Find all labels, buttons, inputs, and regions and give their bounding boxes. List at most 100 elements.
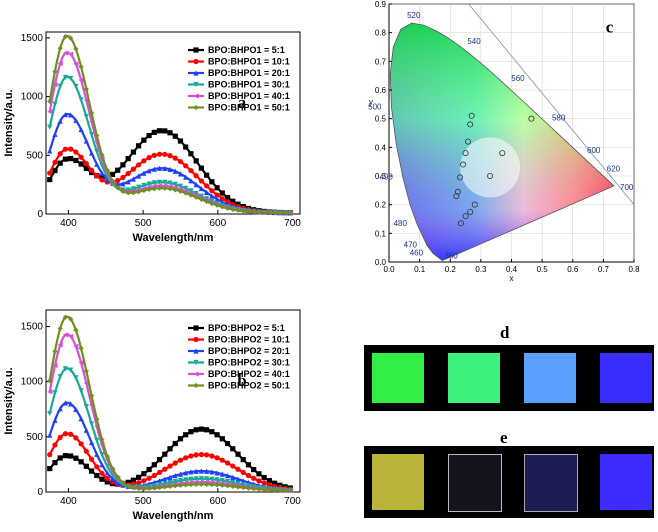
cie-point (528, 115, 535, 122)
series-point (68, 112, 74, 118)
series-point (73, 83, 79, 90)
series-point (198, 185, 204, 192)
series-point (183, 185, 189, 191)
series-point (261, 486, 267, 493)
series-point (78, 459, 84, 465)
series-point (125, 190, 131, 196)
cie-point (487, 172, 494, 179)
series-point (88, 132, 95, 138)
series-point (104, 475, 110, 481)
series-point (109, 178, 116, 184)
chart-b: 400 500 600 700 0 500 1000 1500 Wavelength/nm Int… (3, 309, 301, 522)
series-point (172, 181, 178, 187)
series-point (177, 457, 184, 463)
series-point (198, 178, 204, 184)
series-point (57, 406, 63, 412)
sample-swatch (372, 454, 424, 510)
series-point (251, 209, 257, 215)
sample-swatch (600, 353, 652, 403)
cie-point (471, 201, 478, 208)
series-point (94, 464, 100, 470)
series-point (115, 177, 121, 184)
series-point (47, 378, 53, 384)
series-point (73, 61, 79, 67)
x-tick-label: 0.3 (475, 265, 487, 274)
legend-entry: BPO:BHPO2 = 5:1 (208, 323, 285, 333)
y-tick-label: 0.3 (375, 172, 387, 181)
y-tick-label: 0.2 (375, 201, 387, 210)
legend-entry: BPO:BHPO2 = 20:1 (208, 346, 290, 356)
series-point (47, 465, 53, 472)
series-point (78, 126, 84, 133)
series-point (68, 431, 74, 437)
series-point (115, 185, 121, 191)
spectral-locus (389, 22, 615, 262)
series-point (94, 173, 100, 179)
x-tick-label: 600 (209, 218, 226, 229)
series-point (146, 132, 152, 139)
series-point (177, 188, 184, 194)
series-point (256, 471, 262, 477)
series-point (172, 478, 178, 485)
series-point (251, 466, 257, 473)
series-point (188, 188, 194, 194)
x-tick-label: 700 (284, 496, 301, 507)
series-point (99, 170, 105, 176)
series-point (78, 64, 84, 70)
series-point (282, 210, 288, 216)
series-point (214, 202, 220, 208)
series-point (141, 485, 147, 492)
series-point (230, 483, 236, 489)
series-point (183, 163, 189, 169)
series-point (125, 483, 131, 489)
series-point (204, 189, 210, 195)
series-point (261, 474, 267, 481)
series-point (193, 476, 199, 482)
series-point (73, 157, 79, 164)
series-point (73, 343, 79, 349)
series-6 (47, 34, 293, 216)
series-point (167, 463, 173, 469)
series-point (99, 177, 105, 183)
series-point (167, 480, 173, 486)
series-point (52, 460, 58, 466)
series-point (272, 480, 278, 486)
series-point (272, 487, 278, 493)
series-point (130, 176, 137, 182)
wavelength-label: 540 (467, 37, 481, 46)
series-point (214, 185, 220, 191)
series-point (88, 110, 95, 116)
series-point (151, 180, 157, 186)
series-point (230, 206, 236, 212)
series-point (83, 404, 89, 410)
series-point (209, 200, 215, 207)
series-point (57, 60, 63, 67)
x-tick-label: 0.8 (628, 265, 640, 274)
series-point (240, 482, 246, 488)
series-point (183, 470, 189, 476)
series-point (156, 469, 163, 476)
series-point (156, 478, 163, 484)
plot-frame (45, 309, 301, 493)
series-point (193, 173, 199, 179)
wavelength-label: 480 (394, 219, 408, 228)
series-point (73, 117, 79, 123)
x-tick-label: 600 (209, 496, 226, 507)
series-point (94, 472, 100, 479)
series-point (198, 481, 204, 487)
series-point (78, 388, 84, 394)
series-point (68, 453, 74, 459)
series-point (94, 437, 100, 443)
series-point (130, 166, 137, 172)
x-tick-label: 0.2 (445, 265, 457, 274)
series-point (83, 427, 89, 433)
y-axis-label: y (369, 97, 373, 106)
series-point (109, 465, 116, 472)
sample-swatch (448, 353, 500, 403)
series-point (57, 45, 63, 51)
series-point (172, 473, 178, 479)
series-point (167, 474, 173, 480)
series-point (47, 410, 53, 417)
series-point (162, 151, 168, 157)
